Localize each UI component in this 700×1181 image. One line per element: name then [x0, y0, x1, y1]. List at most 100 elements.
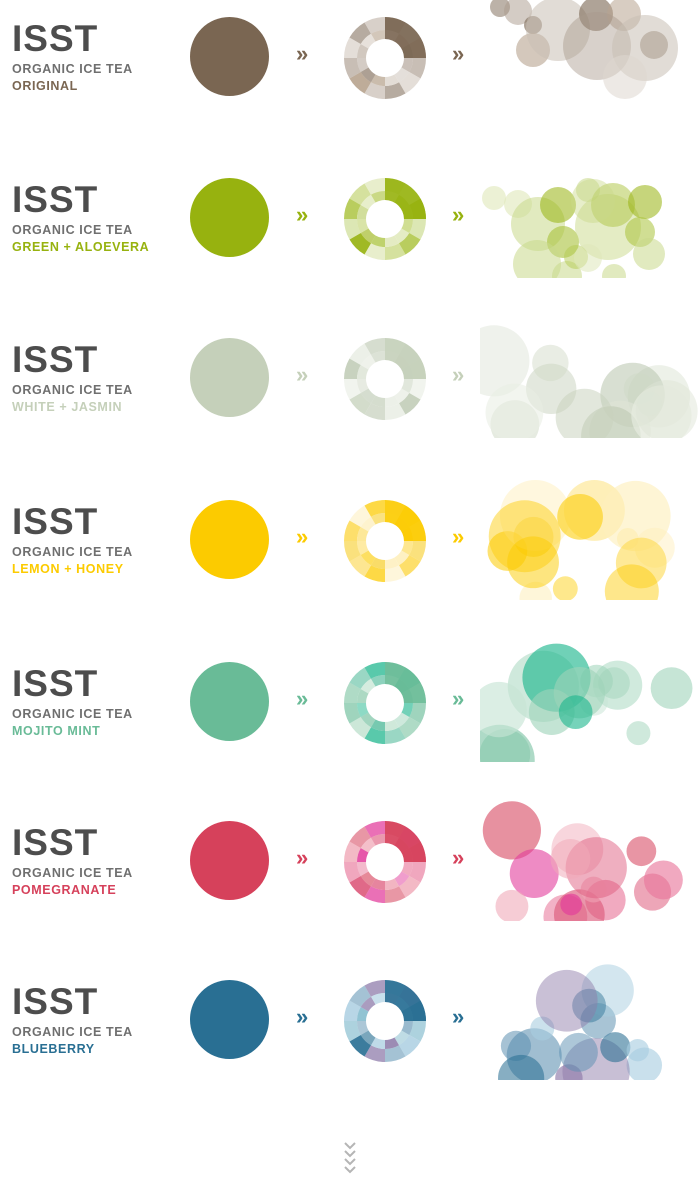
arrow-right-icon: » [452, 362, 465, 387]
donut-outer-segment [349, 72, 371, 94]
donut-inner-segment [371, 1037, 385, 1049]
arrow-right-icon: » [296, 41, 309, 66]
donut-inner-segment [401, 703, 413, 717]
donut-outer-segment [349, 343, 371, 365]
donut-outer-segment [344, 358, 361, 379]
donut-outer-segment [364, 403, 385, 420]
bubble [557, 494, 603, 540]
product-line: ORGANIC ICE TEA [12, 1025, 133, 1039]
scroll-down-chevrons-icon[interactable] [341, 1141, 359, 1177]
color-swatch [190, 821, 269, 900]
bubble [480, 325, 530, 397]
flavor-name: GREEN + ALOEVERA [12, 240, 150, 254]
color-wheel-donut [344, 338, 426, 420]
arrow-right-icon: » [296, 202, 309, 227]
donut-highlight-segment [385, 178, 426, 219]
flavor-name: LEMON + HONEY [12, 562, 124, 576]
bubble [602, 264, 626, 278]
donut-outer-segment [409, 541, 426, 562]
flavor-name: POMEGRANATE [12, 883, 117, 897]
donut-outer-segment [385, 243, 406, 260]
arrow-right-icon: » [452, 686, 465, 711]
donut-inner-segment [357, 205, 369, 219]
donut-inner-segment [401, 379, 413, 393]
bubble [615, 537, 667, 589]
donut-outer-segment [409, 379, 426, 400]
arrow-right-icon: » [452, 524, 465, 549]
donut-hole [367, 1003, 403, 1039]
donut-inner-segment [360, 712, 376, 728]
bubble-cluster [482, 178, 665, 278]
donut-outer-segment [409, 703, 426, 724]
donut-inner-segment [360, 388, 376, 404]
arrow-right-icon: » [296, 686, 309, 711]
donut-inner-segment [371, 74, 385, 86]
donut-outer-segment [344, 1000, 361, 1021]
donut-outer-segment [344, 219, 361, 240]
bubble [637, 391, 662, 416]
donut-hole [367, 844, 403, 880]
bubble [600, 1032, 631, 1063]
product-label: ISST ORGANIC ICE TEA GREEN + ALOEVERA [12, 178, 149, 256]
bubble [535, 969, 598, 1032]
donut-inner-segment [401, 1021, 413, 1035]
donut-inner-segment [360, 516, 376, 532]
donut-inner-segment [371, 993, 385, 1005]
donut-inner-segment [360, 354, 376, 370]
bubble [550, 838, 591, 879]
donut-outer-segment [344, 703, 361, 724]
donut-inner-segment [371, 719, 385, 731]
donut-inner-segment [360, 550, 376, 566]
donut-inner-segment [394, 67, 410, 83]
product-row: ISST ORGANIC ICE TEA LEMON + HONEY » » [0, 480, 700, 650]
product-line: ORGANIC ICE TEA [12, 62, 133, 76]
donut-outer-segment [349, 555, 371, 577]
donut-inner-segment [357, 379, 369, 393]
donut-outer-segment [349, 876, 371, 898]
donut-outer-segment [399, 876, 421, 898]
donut-outer-segment [364, 565, 385, 582]
donut-inner-segment [360, 1030, 376, 1046]
donut-outer-segment [364, 1045, 385, 1062]
donut-outer-segment [349, 183, 371, 205]
bubble-cluster [487, 480, 675, 600]
arrow-right-icon: » [296, 845, 309, 870]
bubble [640, 31, 668, 59]
flavor-name: BLUEBERRY [12, 1042, 95, 1056]
donut-outer-segment [399, 393, 421, 415]
donut-inner-segment [357, 44, 369, 58]
bubble [552, 576, 578, 600]
bubble [580, 876, 607, 903]
donut-outer-segment [364, 82, 385, 99]
donut-outer-segment [385, 727, 406, 744]
donut-outer-segment [349, 985, 371, 1007]
donut-inner-segment [357, 703, 369, 717]
donut-inner-segment [371, 30, 385, 42]
donut-inner-segment [357, 689, 369, 703]
brand-logo-text: ISST [12, 981, 99, 1022]
brand-logo-text: ISST [12, 179, 99, 220]
brand-logo-text: ISST [12, 822, 99, 863]
donut-inner-segment [360, 678, 376, 694]
donut-outer-segment [344, 862, 361, 883]
donut-outer-segment [385, 565, 406, 582]
bubble-cluster [480, 325, 698, 438]
donut-highlight-segment [385, 662, 426, 703]
donut-inner-segment [394, 1030, 410, 1046]
donut-outer-segment [349, 22, 371, 44]
color-wheel-donut [344, 500, 426, 582]
bubble [495, 889, 529, 921]
product-line: ORGANIC ICE TEA [12, 545, 133, 559]
donut-inner-segment [360, 33, 376, 49]
donut-outer-segment [349, 826, 371, 848]
donut-inner-segment [360, 194, 376, 210]
donut-inner-segment [357, 58, 369, 72]
bubble [482, 801, 541, 860]
donut-outer-segment [364, 662, 385, 679]
flavor-name: MOJITO MINT [12, 724, 101, 738]
donut-hole [367, 685, 403, 721]
donut-inner-segment [401, 219, 413, 233]
donut-outer-segment [344, 1021, 361, 1042]
donut-inner-segment [357, 365, 369, 379]
bubble [572, 988, 606, 1023]
